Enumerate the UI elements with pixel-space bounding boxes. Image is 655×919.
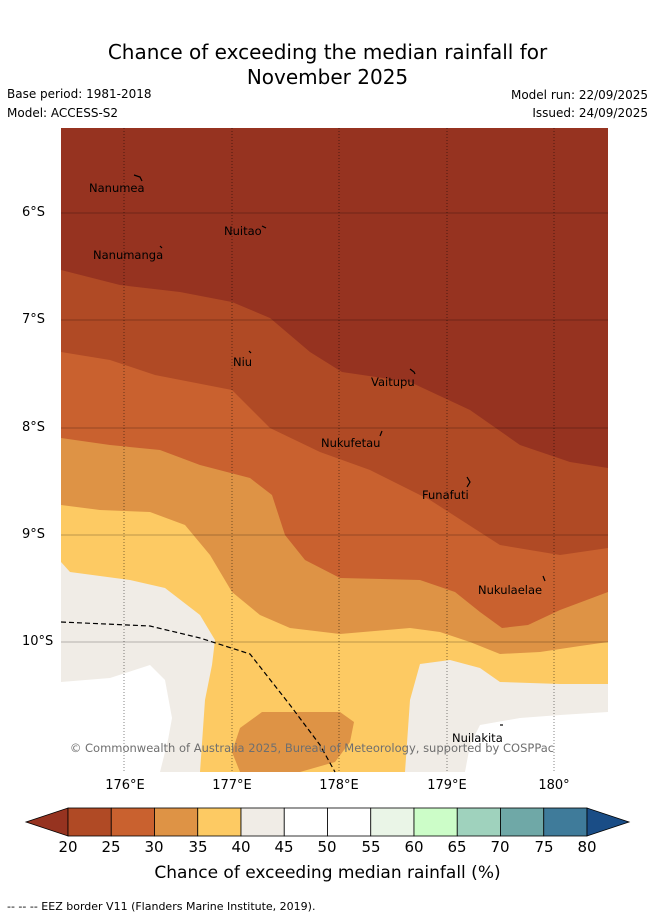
model-name: Model: ACCESS-S2 (7, 106, 119, 120)
eez-footnote: -- -- -- EEZ border V11 (Flanders Marine… (7, 900, 316, 913)
title-line-2: November 2025 (246, 65, 409, 89)
colorbar-over-arrow (586, 807, 631, 837)
issued-date: Issued: 24/09/2025 (532, 106, 648, 120)
zone-above-45-west (61, 665, 172, 772)
colorbar-cell-70-75 (500, 807, 545, 837)
colorbar-label-30: 30 (144, 838, 164, 856)
colorbar-cell-45-50 (283, 807, 328, 837)
colorbar-label-50: 50 (317, 838, 337, 856)
island-label-nanumea: Nanumea (89, 181, 145, 195)
chart-title: Chance of exceeding the median rainfall … (0, 40, 655, 90)
lat-gridlines (61, 212, 608, 643)
colorbar-label-60: 60 (404, 838, 424, 856)
colorbar-cell-20-25 (67, 807, 112, 837)
colorbar-label-35: 35 (188, 838, 208, 856)
island-shapes (133, 174, 546, 726)
x-tick-176e: 176°E (105, 778, 145, 793)
gridlines (123, 128, 555, 772)
island-label-nukufetau: Nukufetau (321, 436, 381, 450)
copyright-notice: © Commonwealth of Australia 2025, Bureau… (69, 741, 555, 755)
colorbar-cell-75-80 (543, 807, 588, 837)
colorbar-label-55: 55 (361, 838, 381, 856)
colorbar-cell-25-30 (110, 807, 155, 837)
island-label-nukulaelae: Nukulaelae (478, 583, 543, 597)
eez-border-line (60, 621, 336, 773)
zone-above-45-east (465, 712, 608, 772)
colorbar-cells (67, 807, 588, 837)
island-label-nanumanga: Nanumanga (93, 248, 164, 262)
y-tick-10s: 10°S (22, 634, 54, 649)
x-tick-177e: 177°E (212, 778, 252, 793)
colorbar-label-75: 75 (534, 838, 554, 856)
island-label-nuitao: Nuitao (224, 224, 262, 238)
colorbar-cell-65-70 (456, 807, 501, 837)
island-label-vaitupu: Vaitupu (371, 375, 415, 389)
colorbar-label-80: 80 (577, 838, 597, 856)
x-tick-178e: 178°E (319, 778, 359, 793)
colorbar-cell-60-65 (413, 807, 458, 837)
colorbar (24, 807, 631, 837)
x-tick-180: 180° (538, 778, 570, 793)
colorbar-label-70: 70 (490, 838, 510, 856)
colorbar-label-45: 45 (274, 838, 294, 856)
island-label-niu: Niu (233, 355, 253, 369)
y-tick-6s: 6°S (22, 205, 46, 220)
colorbar-label-25: 25 (101, 838, 121, 856)
colorbar-label-65: 65 (447, 838, 467, 856)
island-label-funafuti: Funafuti (422, 488, 469, 502)
x-tick-179e: 179°E (427, 778, 467, 793)
colorbar-label-40: 40 (231, 838, 251, 856)
zone-30-35-south-patch (232, 712, 354, 772)
colorbar-label-20: 20 (58, 838, 78, 856)
y-tick-8s: 8°S (22, 420, 46, 435)
base-period: Base period: 1981-2018 (7, 87, 152, 101)
y-tick-7s: 7°S (22, 312, 46, 327)
island-label-nuilakita: Nuilakita (452, 731, 503, 745)
y-tick-9s: 9°S (22, 527, 46, 542)
colorbar-title: Chance of exceeding median rainfall (%) (154, 863, 501, 883)
colorbar-cell-55-60 (370, 807, 415, 837)
title-line-1: Chance of exceeding the median rainfall … (107, 40, 548, 64)
contour-layers (61, 128, 608, 772)
colorbar-under-arrow (24, 807, 69, 837)
colorbar-cell-40-45 (240, 807, 285, 837)
model-run: Model run: 22/09/2025 (510, 88, 648, 102)
colorbar-cell-35-40 (197, 807, 242, 837)
colorbar-cell-50-55 (327, 807, 372, 837)
colorbar-cell-30-35 (154, 807, 199, 837)
